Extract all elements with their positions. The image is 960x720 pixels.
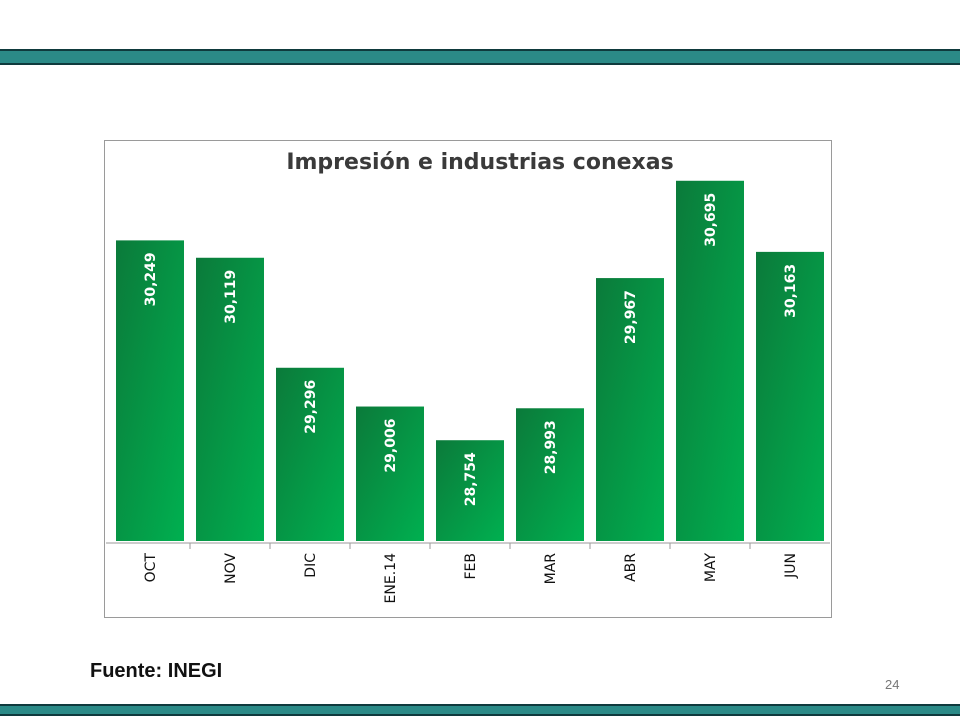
- page-number: 24: [885, 677, 900, 692]
- category-label: MAR: [543, 553, 559, 585]
- bar-value-label: 30,163: [783, 264, 799, 318]
- bar-value-label: 30,695: [703, 193, 719, 247]
- category-label: ABR: [623, 553, 639, 582]
- x-axis: OCT NOV DIC ENE.14 FEB MAR ABR MAY JUN: [106, 542, 830, 604]
- source-note: Fuente: INEGI: [90, 660, 223, 682]
- bar-feb: [436, 440, 504, 541]
- bar-value-label: 30,119: [223, 270, 239, 324]
- category-label: ENE.14: [383, 553, 399, 604]
- bar-oct: [116, 240, 184, 541]
- bar-value-label: 29,296: [303, 380, 319, 434]
- category-label: NOV: [223, 553, 239, 584]
- bar-value-label: 28,754: [463, 452, 479, 506]
- bar-jun: [756, 251, 824, 541]
- bar-value-label: 28,993: [543, 420, 559, 474]
- bar-dic: [276, 367, 344, 541]
- bar-ene14: [356, 406, 424, 541]
- category-label: OCT: [143, 553, 159, 583]
- category-label: DIC: [303, 553, 319, 578]
- category-label: JUN: [783, 553, 799, 579]
- bar-value-label: 29,006: [383, 419, 399, 473]
- bar-may: [676, 180, 744, 542]
- bar-mar: [516, 408, 584, 541]
- bar-value-label: 30,249: [143, 252, 159, 306]
- category-label: MAY: [703, 553, 719, 583]
- bar-abr: [596, 278, 664, 541]
- bar-value-label: 29,967: [623, 290, 639, 344]
- bars-group: 30,249 30,119 29,296 29,006 28,754 28,993 29,9…: [116, 180, 824, 542]
- bar-nov: [196, 257, 264, 541]
- bottom-band: [0, 704, 960, 716]
- top-band: [0, 49, 960, 65]
- category-label: FEB: [463, 553, 479, 580]
- chart-title: Impresión e industrias conexas: [286, 150, 674, 175]
